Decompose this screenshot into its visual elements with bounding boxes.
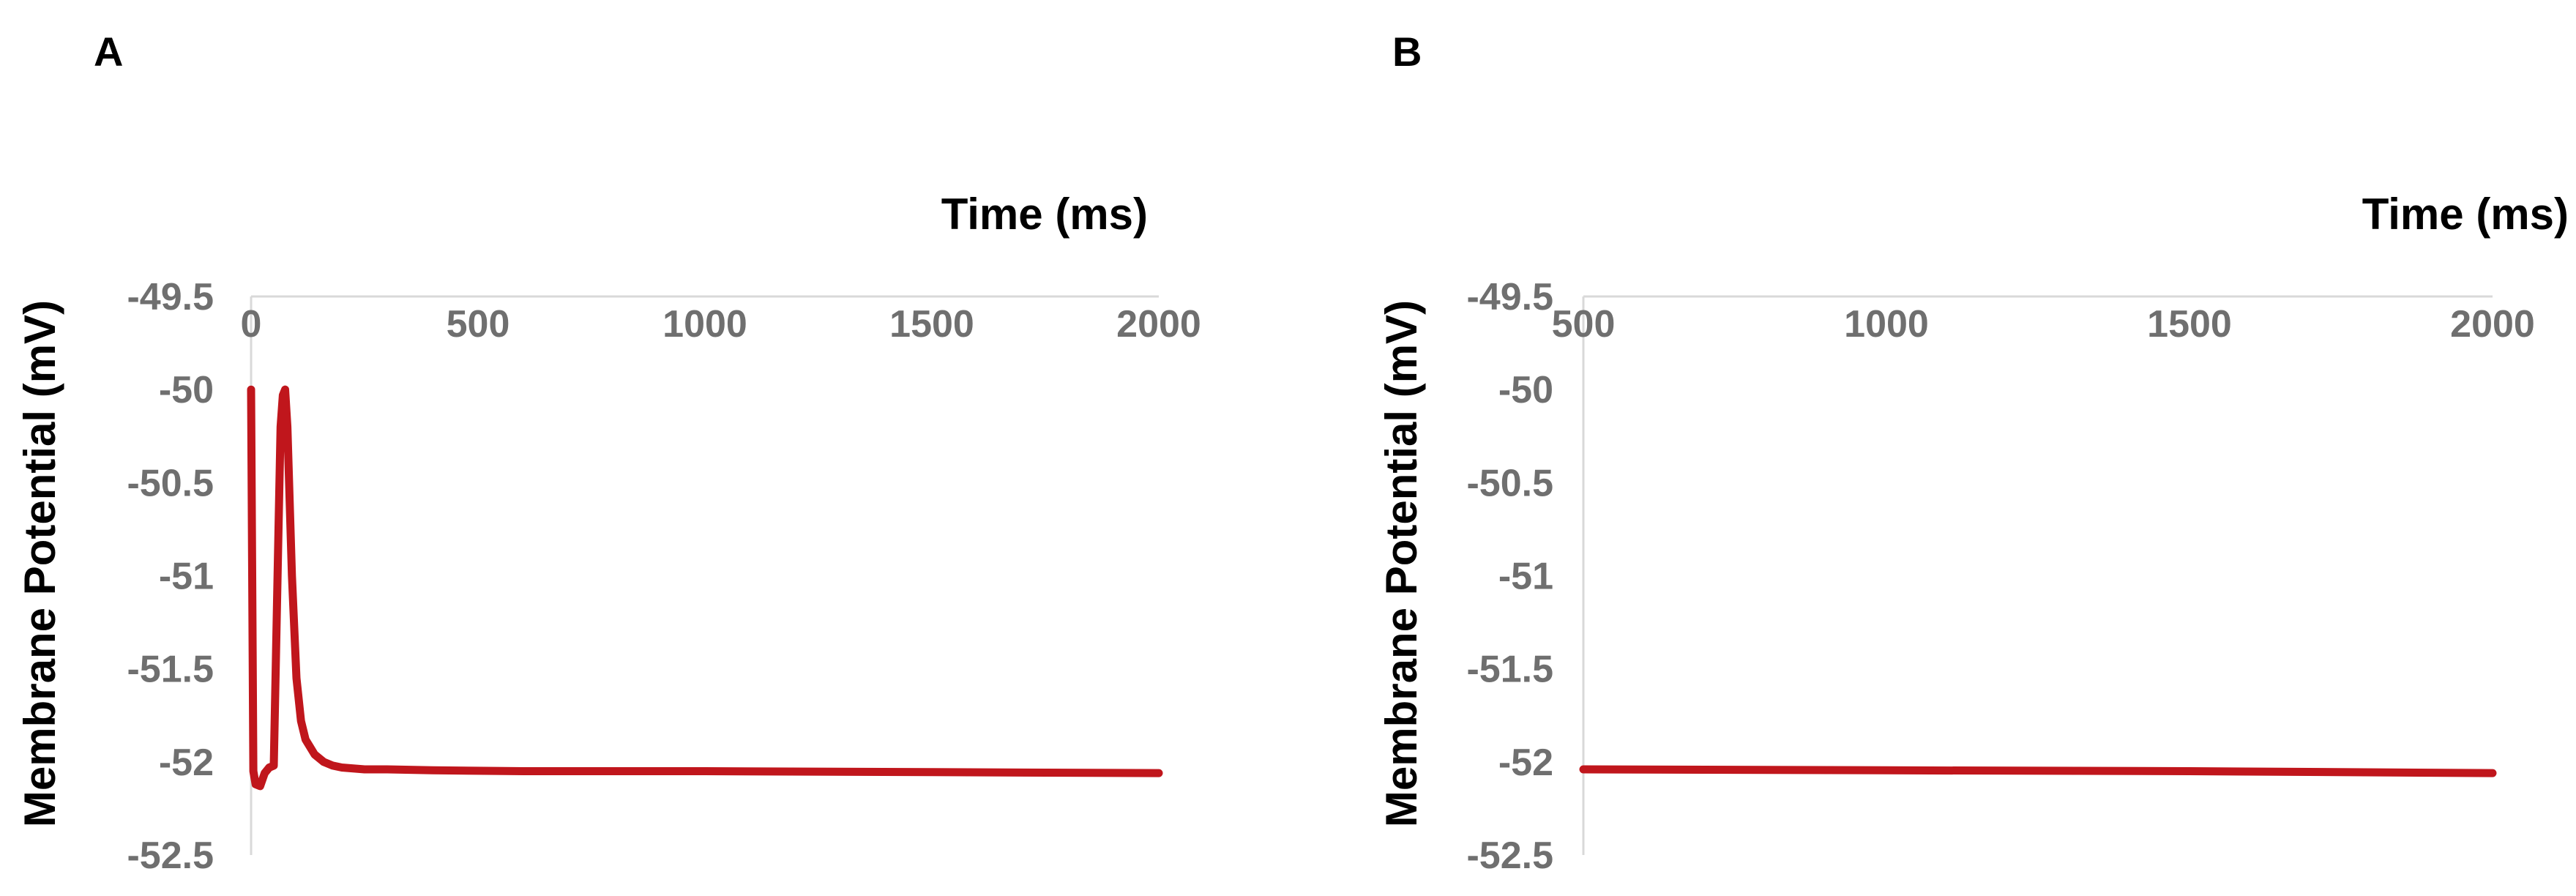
panel-b-membrane-potential-line <box>1579 765 2497 777</box>
panel-a-x-tick-label: 500 <box>447 303 510 346</box>
panel-b-y-tick-label: -50 <box>1498 369 1553 411</box>
panel-b-x-tick-label: 2000 <box>2450 303 2535 346</box>
panel-b-x-tick-label: 1000 <box>1844 303 1929 346</box>
panel-b-y-tick-label: -52 <box>1498 742 1553 784</box>
panel-b-label: B <box>1392 29 1422 75</box>
panel-b-y-tick-labels: -49.5 -50 -50.5 -51 -51.5 -52 -52.5 <box>1466 276 1553 877</box>
panel-a-x-tick-label: 0 <box>241 303 262 346</box>
panel-b-x-tick-label: 1500 <box>2147 303 2232 346</box>
panel-a-y-tick-label: -50 <box>159 369 214 411</box>
panel-a-series-group <box>247 385 1163 791</box>
panel-b: B Time (ms) Membrane Potential (mV) -49.… <box>1377 29 2569 877</box>
panel-a-y-tick-label: -52 <box>159 742 214 784</box>
panel-b-y-tick-label: -49.5 <box>1466 276 1553 318</box>
panel-a-x-tick-label: 2000 <box>1116 303 1201 346</box>
panel-a-y-tick-label: -51 <box>159 556 214 598</box>
panel-a-y-tick-label: -51.5 <box>127 649 214 691</box>
panel-a-x-tick-label: 1500 <box>889 303 974 346</box>
panel-a-y-axis-title: Membrane Potential (mV) <box>15 300 64 827</box>
panel-a-x-axis-title: Time (ms) <box>941 190 1148 239</box>
panel-b-x-axis-title: Time (ms) <box>2362 190 2569 239</box>
panel-a-x-tick-label: 1000 <box>662 303 747 346</box>
panel-b-x-tick-labels: 500 1000 1500 2000 <box>1552 303 2535 346</box>
panel-a: A Time (ms) Membrane Potential (mV) -49.… <box>15 29 1201 877</box>
panel-a-y-tick-label: -49.5 <box>127 276 214 318</box>
panel-a-y-tick-label: -50.5 <box>127 462 214 504</box>
panel-a-y-tick-labels: -49.5 -50 -50.5 -51 -51.5 -52 -52.5 <box>127 276 214 877</box>
panel-a-membrane-potential-line <box>247 385 1163 791</box>
panel-b-y-tick-label: -52.5 <box>1466 835 1553 877</box>
panel-b-y-tick-label: -51.5 <box>1466 649 1553 691</box>
panel-b-y-tick-label: -51 <box>1498 556 1553 598</box>
panel-a-y-tick-label: -52.5 <box>127 835 214 877</box>
panel-b-series-group <box>1579 765 2497 777</box>
panel-a-x-tick-labels: 0 500 1000 1500 2000 <box>241 303 1201 346</box>
panel-b-y-tick-label: -50.5 <box>1466 462 1553 504</box>
panel-a-label: A <box>94 29 123 75</box>
panel-b-y-axis-title: Membrane Potential (mV) <box>1377 300 1426 827</box>
panel-b-x-tick-label: 500 <box>1552 303 1616 346</box>
